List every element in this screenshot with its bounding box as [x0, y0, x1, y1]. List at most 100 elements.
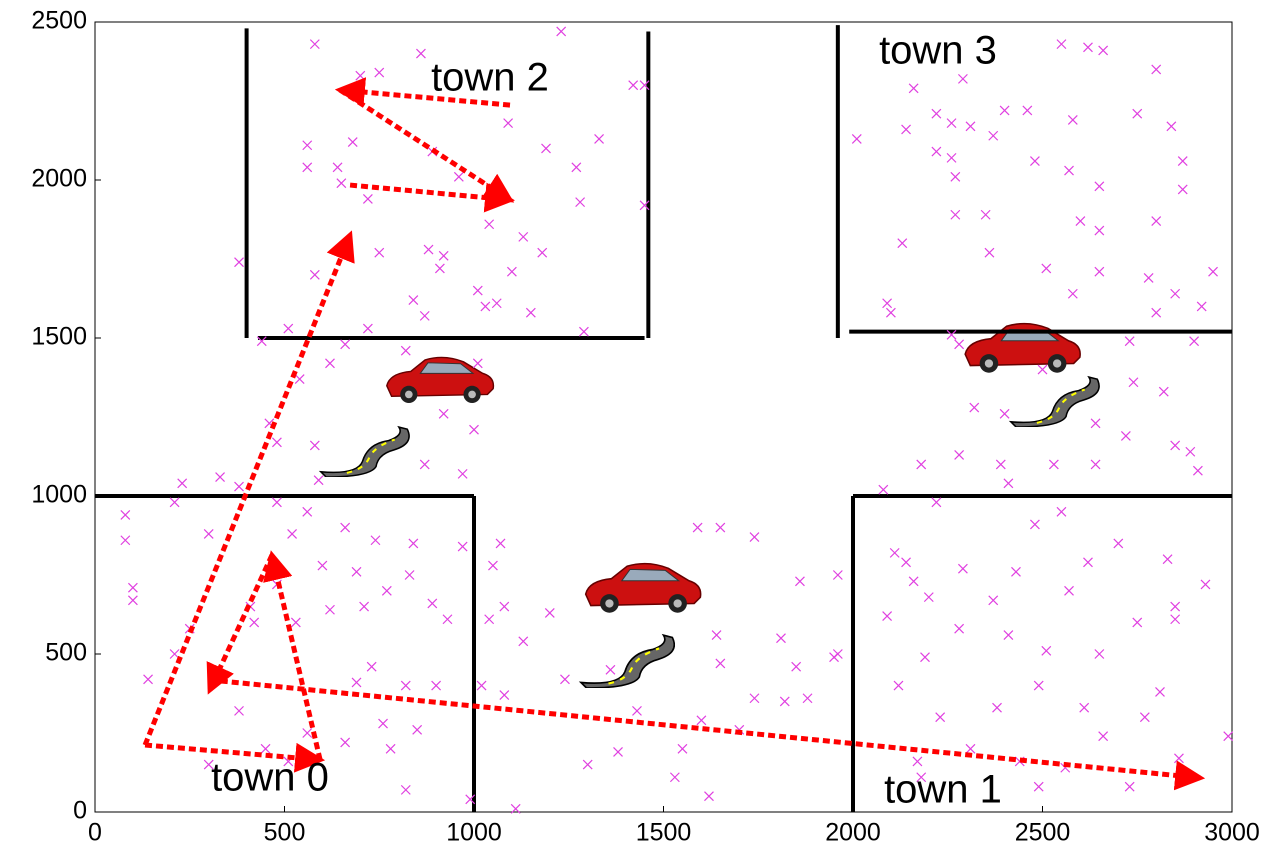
point — [409, 539, 418, 548]
point — [348, 138, 357, 147]
point — [295, 375, 304, 384]
point — [1114, 539, 1123, 548]
point — [776, 634, 785, 643]
point — [382, 586, 391, 595]
point — [401, 681, 410, 690]
point — [947, 119, 956, 128]
point — [913, 757, 922, 766]
point — [272, 438, 281, 447]
point — [795, 577, 804, 586]
point — [485, 220, 494, 229]
point — [1068, 289, 1077, 298]
point — [432, 681, 441, 690]
point — [519, 637, 528, 646]
point — [507, 267, 516, 276]
point — [890, 548, 899, 557]
point — [955, 624, 964, 633]
point — [886, 308, 895, 317]
point — [409, 296, 418, 305]
x-tick-label: 2500 — [1015, 819, 1071, 847]
x-tick-label: 1500 — [636, 819, 692, 847]
point — [697, 716, 706, 725]
y-tick-label: 500 — [45, 639, 87, 667]
point — [1030, 520, 1039, 529]
point — [519, 232, 528, 241]
point — [803, 694, 812, 703]
point — [1190, 337, 1199, 346]
point — [909, 577, 918, 586]
point — [1171, 289, 1180, 298]
point — [1125, 337, 1134, 346]
point — [485, 615, 494, 624]
point — [955, 340, 964, 349]
point — [909, 84, 918, 93]
point — [1159, 387, 1168, 396]
point — [538, 248, 547, 257]
point — [1167, 122, 1176, 131]
chart: 0500100015002000250030000500100015002000… — [0, 0, 1271, 853]
point — [405, 571, 414, 580]
point — [325, 359, 334, 368]
point — [1038, 365, 1047, 374]
point — [272, 498, 281, 507]
point — [629, 81, 638, 90]
town-label: town 3 — [879, 29, 997, 73]
road-icon — [581, 635, 674, 688]
x-tick-label: 0 — [88, 819, 102, 847]
point — [966, 744, 975, 753]
point — [303, 729, 312, 738]
point — [583, 760, 592, 769]
point — [1049, 460, 1058, 469]
point — [420, 311, 429, 320]
point — [386, 744, 395, 753]
point — [416, 49, 425, 58]
point — [1083, 558, 1092, 567]
point — [955, 450, 964, 459]
point — [439, 409, 448, 418]
point — [1209, 267, 1218, 276]
route-arrow — [272, 555, 320, 760]
point — [902, 558, 911, 567]
point — [951, 210, 960, 219]
point — [981, 210, 990, 219]
x-tick-label: 3000 — [1204, 819, 1260, 847]
point — [996, 460, 1005, 469]
point — [375, 248, 384, 257]
point — [1174, 754, 1183, 763]
point — [958, 564, 967, 573]
route-arrow — [210, 680, 1200, 778]
point — [121, 510, 130, 519]
point — [291, 618, 300, 627]
point — [1129, 378, 1138, 387]
y-tick-label: 2000 — [31, 165, 87, 193]
point — [716, 523, 725, 532]
point — [500, 691, 509, 700]
point — [428, 599, 437, 608]
town-label: town 2 — [431, 56, 549, 100]
point — [439, 251, 448, 260]
route-arrow — [340, 90, 510, 200]
point — [1099, 46, 1108, 55]
point — [435, 264, 444, 273]
point — [1076, 217, 1085, 226]
point — [310, 441, 319, 450]
point — [1080, 703, 1089, 712]
point — [883, 299, 892, 308]
point — [606, 665, 615, 674]
point — [898, 239, 907, 248]
point — [341, 738, 350, 747]
point — [473, 286, 482, 295]
point — [1004, 479, 1013, 488]
point — [1095, 182, 1104, 191]
point — [363, 324, 372, 333]
point — [481, 302, 490, 311]
point — [1042, 646, 1051, 655]
point — [325, 605, 334, 614]
point — [1000, 409, 1009, 418]
point — [284, 324, 293, 333]
point — [1034, 782, 1043, 791]
point — [1125, 782, 1134, 791]
point — [894, 681, 903, 690]
point — [1152, 217, 1161, 226]
point — [458, 469, 467, 478]
